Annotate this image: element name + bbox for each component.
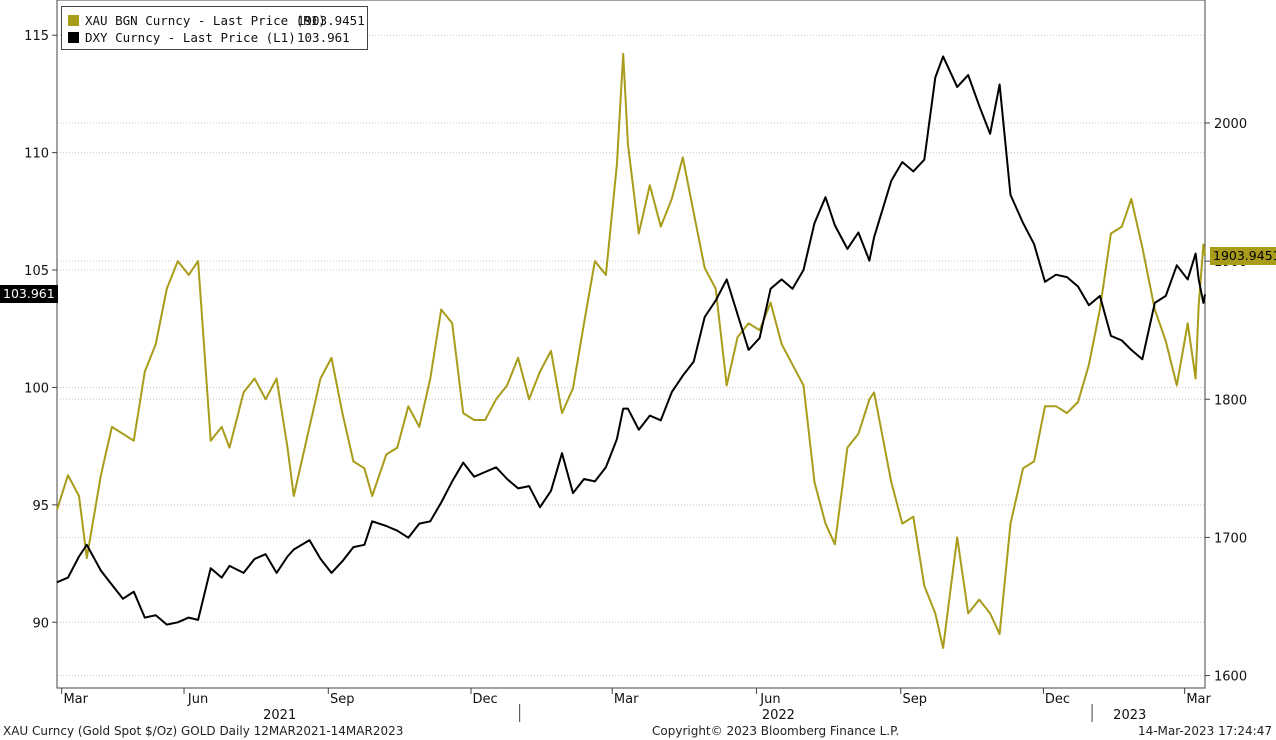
y-right-tick-label: 2000	[1214, 117, 1247, 132]
axis-ticks: 909510010511011516001700180019002000MarJ…	[24, 29, 1247, 723]
legend-item-gold: XAU BGN Curncy - Last Price (R1) 1903.94…	[68, 12, 365, 28]
x-tick-label: Mar	[614, 692, 639, 707]
y-left-tick-label: 100	[24, 381, 49, 396]
x-tick-label: Mar	[1186, 692, 1211, 707]
x-tick-label: Sep	[330, 692, 355, 707]
x-tick-label: Jun	[187, 692, 208, 707]
y-left-tick-label: 115	[24, 29, 49, 44]
x-tick-label: Dec	[472, 692, 497, 707]
legend-item-dxy: DXY Curncy - Last Price (L1) 103.961	[68, 29, 350, 45]
series-lines	[56, 52, 1206, 649]
x-tick-label: Mar	[63, 692, 88, 707]
x-tick-label: Sep	[902, 692, 927, 707]
last-value-tag-gold: 1903.9451	[1210, 246, 1276, 265]
y-right-tick-label: 1800	[1214, 393, 1247, 408]
x-tick-label: Jun	[759, 692, 780, 707]
legend-swatch-gold	[68, 14, 79, 26]
year-label: 2023	[1113, 708, 1146, 723]
gridlines	[57, 34, 1205, 677]
legend-value-gold: 1903.9451	[297, 12, 365, 28]
legend-swatch-dxy	[68, 31, 79, 43]
footer-timestamp: 14-Mar-2023 17:24:47	[1137, 724, 1272, 738]
y-left-tick-label: 95	[32, 499, 49, 514]
last-value-tag-dxy: 103.961	[0, 285, 58, 304]
footer-source: XAU Curncy (Gold Spot $/Oz) GOLD Daily 1…	[3, 724, 404, 738]
legend-label-dxy: DXY Curncy - Last Price (L1)	[85, 29, 296, 45]
series-line-dxy	[56, 55, 1206, 626]
year-label: 2022	[762, 708, 795, 723]
y-right-tick-label: 1700	[1214, 531, 1247, 546]
legend-label-gold: XAU BGN Curncy - Last Price (R1)	[85, 12, 326, 28]
y-left-tick-label: 110	[24, 147, 49, 162]
legend: XAU BGN Curncy - Last Price (R1) 1903.94…	[61, 6, 368, 50]
y-left-tick-label: 90	[32, 616, 49, 631]
year-label: 2021	[263, 708, 296, 723]
series-line-gold	[56, 52, 1206, 649]
footer-copyright: Copyright© 2023 Bloomberg Finance L.P.	[652, 724, 900, 738]
y-right-tick-label: 1600	[1214, 670, 1247, 685]
legend-value-dxy: 103.961	[297, 29, 350, 45]
plot-area	[56, 0, 1206, 689]
y-left-tick-label: 105	[24, 264, 49, 279]
x-tick-label: Dec	[1045, 692, 1070, 707]
